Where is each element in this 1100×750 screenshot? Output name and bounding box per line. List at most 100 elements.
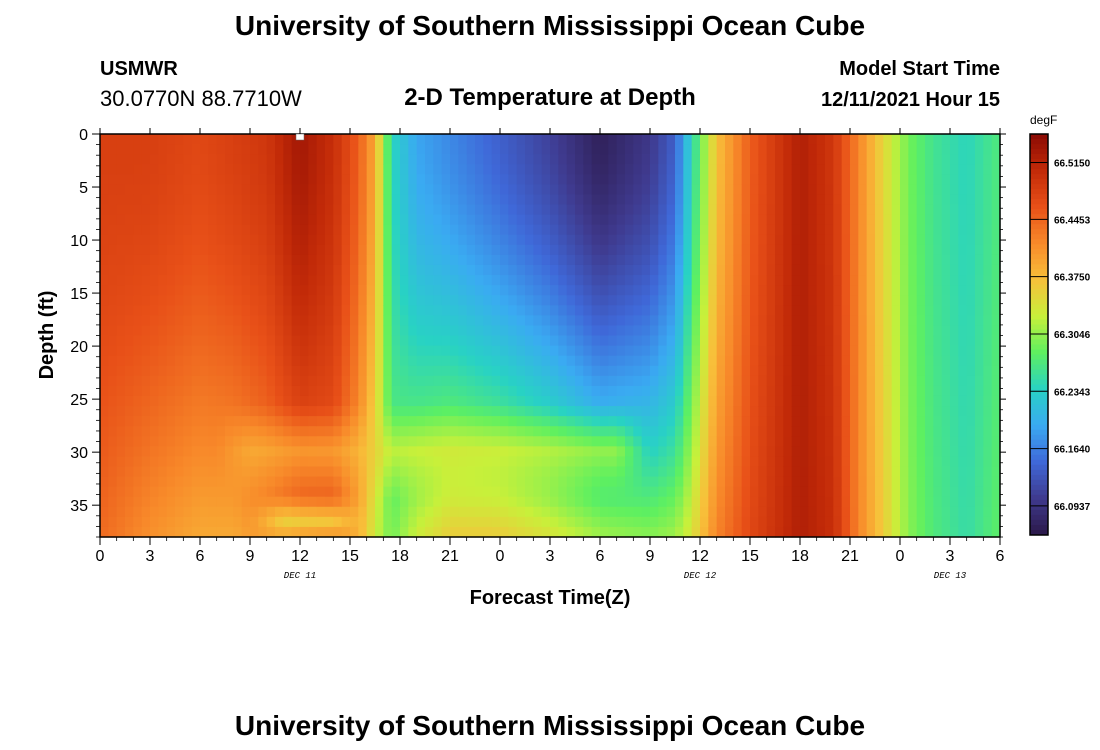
heatmap-cell: [958, 426, 968, 437]
heatmap-cell: [800, 456, 809, 468]
heatmap-cell: [658, 436, 668, 447]
heatmap-cell: [775, 325, 784, 337]
heatmap-cell: [258, 254, 268, 266]
heatmap-cell: [458, 416, 468, 427]
heatmap-cell: [391, 385, 401, 397]
heatmap-cell: [158, 395, 168, 407]
heatmap-cell: [975, 496, 984, 508]
heatmap-cell: [391, 325, 401, 337]
heatmap-cell: [158, 285, 168, 296]
heatmap-cell: [741, 406, 751, 417]
heatmap-cell: [183, 496, 193, 508]
heatmap-cell: [983, 224, 993, 236]
heatmap-cell: [816, 305, 826, 316]
heatmap-cell: [108, 436, 118, 447]
heatmap-cell: [208, 295, 218, 306]
heatmap-cell: [491, 466, 501, 478]
heatmap-cell: [158, 526, 168, 538]
heatmap-cell: [175, 325, 184, 337]
heatmap-cell: [283, 335, 293, 347]
heatmap-cell: [975, 506, 984, 518]
colorbar-segment: [1030, 239, 1048, 245]
heatmap-cell: [791, 174, 801, 185]
heatmap-cell: [983, 456, 993, 468]
heatmap-cell: [783, 516, 793, 528]
heatmap-cell: [108, 285, 118, 296]
heatmap-cell: [208, 214, 218, 226]
heatmap-cell: [741, 516, 751, 528]
heatmap-cell: [408, 285, 418, 296]
colorbar-segment: [1030, 329, 1048, 335]
heatmap-cell: [700, 295, 709, 306]
heatmap-cell: [550, 395, 559, 407]
heatmap-cell: [633, 526, 643, 538]
heatmap-cell: [858, 426, 868, 437]
heatmap-cell: [516, 134, 526, 145]
heatmap-cell: [525, 285, 534, 296]
heatmap-cell: [825, 264, 834, 276]
heatmap-cell: [883, 466, 893, 478]
heatmap-cell: [733, 466, 743, 478]
heatmap-cell: [808, 506, 818, 518]
heatmap-cell: [200, 285, 209, 296]
heatmap-cell: [800, 345, 809, 357]
heatmap-cell: [808, 204, 818, 216]
heatmap-cell: [400, 224, 409, 236]
heatmap-cell: [133, 456, 143, 468]
heatmap-cell: [258, 426, 268, 437]
heatmap-cell: [766, 476, 776, 488]
heatmap-cell: [991, 184, 1001, 196]
colorbar-segment: [1030, 199, 1048, 205]
heatmap-cell: [241, 204, 251, 216]
heatmap-cell: [150, 264, 159, 276]
heatmap-cell: [316, 395, 326, 407]
heatmap-cell: [983, 416, 993, 427]
heatmap-cell: [150, 154, 159, 165]
heatmap-cell: [833, 134, 843, 145]
heatmap-cell: [416, 506, 426, 518]
heatmap-cell: [683, 134, 693, 145]
heatmap-cell: [541, 194, 551, 206]
heatmap-cell: [716, 375, 726, 387]
heatmap-cell: [233, 355, 243, 367]
heatmap-cell: [216, 144, 226, 155]
heatmap-cell: [208, 254, 218, 266]
heatmap-cell: [275, 395, 284, 407]
heatmap-cell: [983, 406, 993, 417]
heatmap-cell: [558, 264, 568, 276]
heatmap-cell: [258, 325, 268, 337]
colorbar-segment: [1030, 369, 1048, 376]
heatmap-cell: [933, 264, 943, 276]
heatmap-cell: [483, 285, 493, 296]
colorbar-segment: [1030, 319, 1048, 325]
heatmap-cell: [791, 224, 801, 236]
heatmap-cell: [725, 466, 734, 478]
heatmap-cell: [600, 144, 609, 155]
heatmap-cell: [900, 446, 909, 457]
heatmap-cell: [466, 496, 476, 508]
heatmap-cell: [933, 335, 943, 347]
heatmap-cell: [558, 406, 568, 417]
x-tick-label: 18: [391, 548, 409, 565]
heatmap-cell: [791, 496, 801, 508]
colorbar-segment: [1030, 524, 1048, 531]
heatmap-cell: [266, 345, 276, 357]
heatmap-cell: [783, 164, 793, 175]
heatmap-cell: [216, 134, 226, 145]
heatmap-cell: [883, 305, 893, 316]
heatmap-cell: [766, 224, 776, 236]
heatmap-cell: [133, 325, 143, 337]
heatmap-cell: [483, 264, 493, 276]
heatmap-cell: [483, 456, 493, 468]
heatmap-cell: [141, 416, 151, 427]
heatmap-cell: [616, 345, 626, 357]
heatmap-cell: [750, 385, 759, 397]
heatmap-cell: [800, 164, 809, 175]
heatmap-cell: [783, 315, 793, 327]
heatmap-cell: [533, 375, 543, 387]
heatmap-cell: [933, 385, 943, 397]
heatmap-cell: [808, 264, 818, 276]
heatmap-cell: [425, 375, 434, 387]
colorbar-segment: [1030, 389, 1048, 396]
